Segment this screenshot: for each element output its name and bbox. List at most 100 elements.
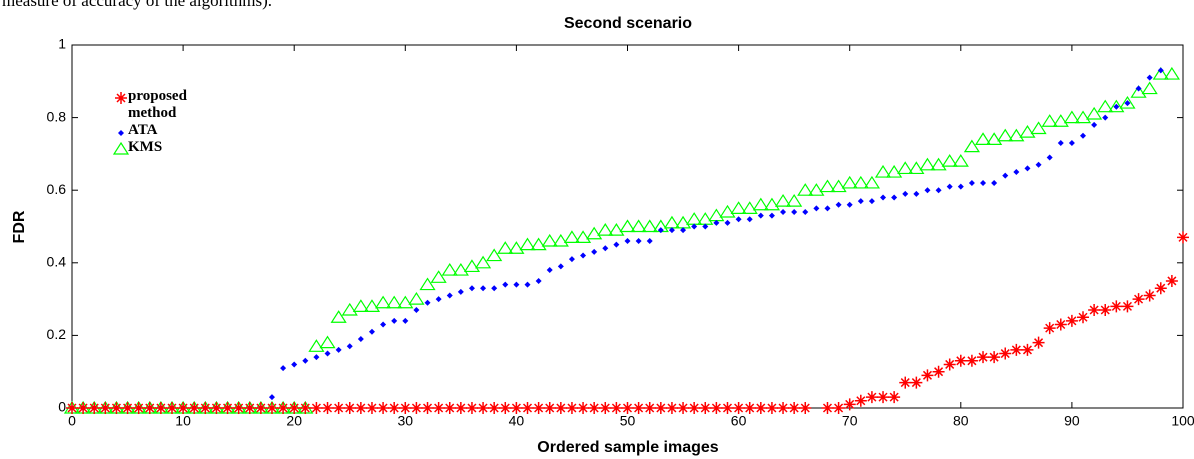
marker [352,299,369,312]
marker [513,281,520,288]
marker [399,402,412,414]
marker [588,402,601,414]
marker [1141,81,1158,95]
marker [897,161,914,175]
marker [1041,114,1058,127]
marker [1030,121,1047,135]
marker [1157,67,1164,74]
marker [143,402,156,414]
marker [541,233,558,247]
marker [921,369,934,382]
y-tick-label: 0.2 [47,326,67,342]
marker [497,241,514,254]
marker [874,164,892,178]
marker [624,238,631,245]
marker [402,317,409,324]
marker [646,238,653,245]
marker [699,402,712,414]
marker [730,201,747,214]
marker [319,335,336,349]
legend-marker [112,141,130,155]
marker [254,402,267,414]
marker [688,402,701,414]
marker [365,402,378,414]
marker [830,179,847,193]
marker [524,281,531,288]
marker [363,299,381,312]
marker [380,321,387,328]
marker [277,402,290,414]
marker [1074,110,1092,124]
marker [1043,322,1056,335]
marker [154,402,167,414]
marker [330,310,347,323]
marker [863,175,881,189]
marker [799,402,812,414]
x-tick-label: 60 [731,413,747,429]
marker [988,351,1001,364]
marker [743,402,756,414]
marker [1013,169,1020,176]
marker [463,259,481,273]
marker [843,398,856,411]
marker [335,346,342,353]
marker [386,295,403,309]
marker [963,139,981,153]
y-axis-label: FDR [11,210,28,243]
marker [1052,114,1069,127]
marker [508,241,525,254]
y-tick-label: 0.8 [47,108,67,124]
marker [1130,85,1147,98]
marker [480,285,487,292]
marker [802,208,809,215]
marker [77,402,90,414]
marker [641,219,658,233]
marker [932,365,945,378]
marker [1002,172,1009,179]
marker [243,402,256,414]
y-tick-label: 0 [58,399,66,415]
marker [568,256,575,263]
marker [441,262,458,276]
marker [824,205,831,212]
marker [354,402,367,414]
marker [710,402,723,414]
marker [974,132,992,145]
legend-marker [115,92,127,104]
marker [299,402,312,414]
marker [1152,66,1169,80]
marker [899,376,912,389]
marker [943,358,956,371]
marker [577,402,590,414]
marker [741,201,758,214]
x-tick-label: 50 [620,413,636,429]
marker [454,402,467,414]
marker [357,336,364,343]
x-tick-label: 70 [842,413,858,429]
marker [1177,231,1189,244]
marker [443,402,456,414]
marker [391,317,398,324]
marker [1035,161,1042,168]
legend-label: KMS [128,139,163,155]
marker [1119,95,1136,109]
marker [754,402,767,414]
legend: proposed method ATA KMS [128,88,228,156]
marker [310,402,323,414]
marker [1143,289,1156,302]
marker [910,376,923,389]
marker [913,190,920,197]
marker [1135,85,1142,92]
marker [324,350,331,357]
marker [1080,132,1087,139]
marker [777,402,790,414]
marker [66,402,78,414]
marker [574,230,592,243]
marker [1046,154,1053,161]
x-axis-label: Ordered sample images [537,439,719,456]
marker [657,227,664,234]
marker [346,343,353,350]
marker [632,402,645,414]
marker [819,179,836,193]
